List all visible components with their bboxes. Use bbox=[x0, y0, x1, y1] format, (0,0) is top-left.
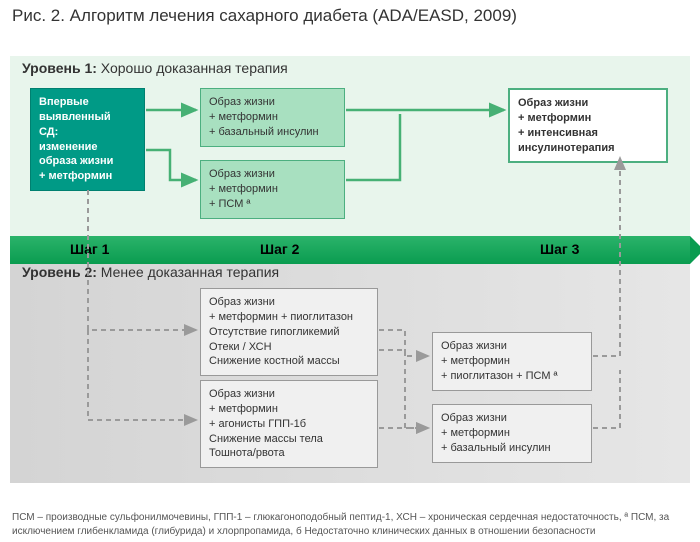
step-bar: Шаг 1 Шаг 2 Шаг 3 bbox=[10, 236, 690, 264]
box-level1-basal-insulin: Образ жизни+ метформин+ базальный инсули… bbox=[200, 88, 345, 147]
box-level2-basal-insulin: Образ жизни+ метформин+ базальный инсули… bbox=[432, 404, 592, 463]
level1-heading: Уровень 1: Хорошо доказанная терапия bbox=[22, 60, 288, 76]
box-level2-pio-psm: Образ жизни+ метформин+ пиоглитазон + ПС… bbox=[432, 332, 592, 391]
box-final-intensive: Образ жизни+ метформин+ интенсивнаяинсул… bbox=[508, 88, 668, 163]
step1-label: Шаг 1 bbox=[70, 241, 109, 257]
footnote: ПСМ – производные сульфонилмочевины, ГПП… bbox=[12, 511, 688, 538]
level2-heading: Уровень 2: Менее доказанная терапия bbox=[22, 264, 279, 280]
figure-title: Рис. 2. Алгоритм лечения сахарного диабе… bbox=[0, 0, 700, 30]
diagram-canvas: Уровень 1: Хорошо доказанная терапия Уро… bbox=[0, 30, 700, 540]
step3-label: Шаг 3 bbox=[540, 241, 579, 257]
box-start: ВпервыевыявленныйСД:изменениеобраза жизн… bbox=[30, 88, 145, 191]
step2-label: Шаг 2 bbox=[260, 241, 299, 257]
box-level1-psm: Образ жизни+ метформин+ ПСМ ª bbox=[200, 160, 345, 219]
box-level2-gpp1: Образ жизни+ метформин+ агонисты ГПП-1бС… bbox=[200, 380, 378, 468]
box-level2-pioglitazone: Образ жизни+ метформин + пиоглитазонОтсу… bbox=[200, 288, 378, 376]
step-bar-arrow-icon bbox=[690, 236, 700, 264]
